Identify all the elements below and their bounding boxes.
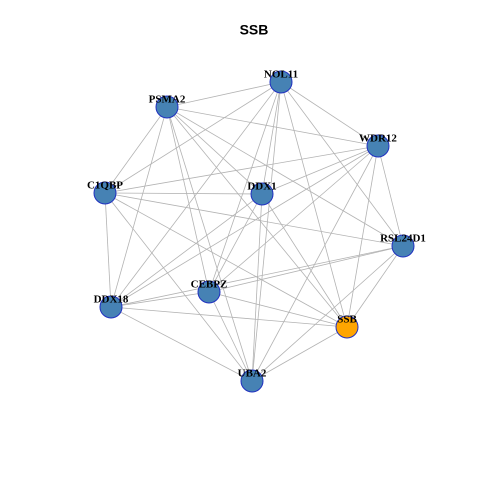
edge [280, 81, 348, 328]
node-label: SSB [337, 314, 357, 326]
edge [251, 245, 404, 382]
node-label: DDX18 [94, 294, 129, 306]
node [99, 295, 123, 319]
node [197, 280, 221, 304]
edge [110, 193, 263, 308]
node-label: C1QBP [87, 180, 123, 192]
node-label: NOL11 [264, 69, 298, 81]
edge [377, 145, 404, 247]
node [240, 369, 264, 393]
edge [166, 81, 282, 108]
edge [208, 291, 253, 382]
node [391, 234, 415, 258]
edge [346, 145, 379, 328]
edge [280, 81, 404, 247]
edges [104, 81, 404, 382]
node [155, 95, 179, 119]
edge [110, 306, 348, 328]
edge [261, 193, 348, 328]
edge [251, 193, 263, 382]
edge [110, 291, 210, 308]
edge [104, 192, 263, 195]
edge [208, 193, 263, 293]
diagram-title: SSB [240, 22, 269, 38]
nodes: NOL11 PSMA2 WDR12 C1QBP DDX1 RSL24D1 CEBPZ DDX1… [87, 69, 426, 393]
edge [166, 106, 348, 328]
edge [261, 145, 379, 195]
node-label: WDR12 [359, 133, 397, 145]
edge [104, 81, 282, 194]
edge [104, 145, 379, 194]
edge [208, 145, 379, 293]
node-label: PSMA2 [149, 94, 186, 106]
node [93, 181, 117, 205]
edge [208, 245, 404, 293]
node-label: CEBPZ [191, 279, 228, 291]
node [250, 182, 274, 206]
node-label: RSL24D1 [380, 233, 426, 245]
edge [251, 326, 348, 382]
edge [251, 145, 379, 382]
edge [208, 291, 348, 328]
edge [166, 106, 404, 247]
edge [261, 81, 282, 195]
node-label: DDX1 [247, 181, 276, 193]
node [335, 315, 359, 339]
edge [104, 192, 253, 382]
edge [166, 106, 210, 293]
edge [110, 306, 253, 382]
edge [251, 81, 282, 382]
edge [166, 106, 263, 195]
edge [104, 192, 112, 308]
node-label: UBA2 [238, 368, 267, 380]
edge [166, 106, 253, 382]
edge [166, 106, 379, 147]
edge [104, 106, 168, 194]
edge [110, 245, 404, 308]
edge [110, 106, 168, 308]
node [366, 134, 390, 158]
edge [346, 245, 404, 328]
edge [110, 81, 282, 308]
edge [104, 192, 404, 247]
node [269, 70, 293, 94]
edge [280, 81, 379, 147]
